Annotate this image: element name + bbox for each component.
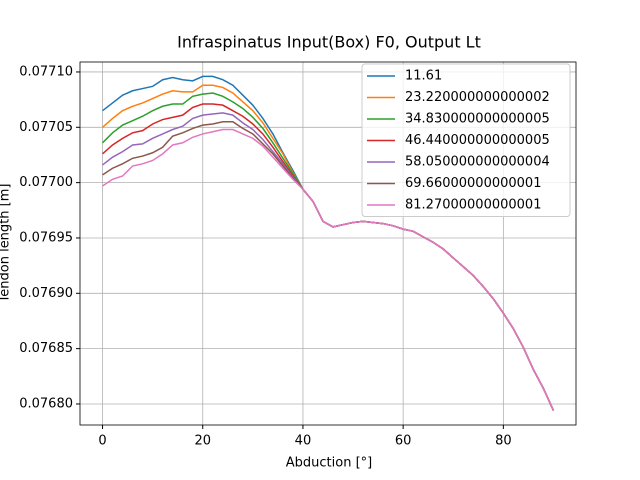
y-tick-label: 0.07705 [19,120,73,135]
plot-frame [79,61,577,426]
y-tick-label: 0.07700 [19,175,73,190]
legend: 11.61 23.220000000000002 34.83000000000000… [361,63,571,217]
series-line [102,128,555,411]
x-tick-label: 0 [98,434,106,449]
y-tick-label: 0.07685 [19,341,73,356]
y-tick-label: 0.07695 [19,230,73,245]
legend-label: 23.220000000000002 [405,90,550,105]
y-tick-label: 0.07710 [19,64,73,79]
x-tick-label: 80 [495,434,512,449]
x-axis-label: Abduction [°] [286,456,372,471]
y-axis-label: Tendon length [m] [0,184,13,304]
legend-label: 34.830000000000005 [405,112,550,127]
chart-title: Infraspinatus Input(Box) F0, Output Lt [177,33,481,52]
y-tick-label: 0.07680 [19,396,73,411]
legend-label: 46.440000000000005 [405,133,550,148]
y-tick-label: 0.07690 [19,286,73,301]
legend-label: 69.66000000000001 [405,176,541,191]
legend-label: 11.61 [405,69,442,84]
legend-box [361,63,571,217]
legend-label: 81.27000000000001 [405,198,541,213]
legend-label: 58.050000000000004 [405,155,550,170]
x-tick-label: 20 [194,434,211,449]
x-tick-label: 60 [395,434,412,449]
x-tick-label: 40 [295,434,312,449]
